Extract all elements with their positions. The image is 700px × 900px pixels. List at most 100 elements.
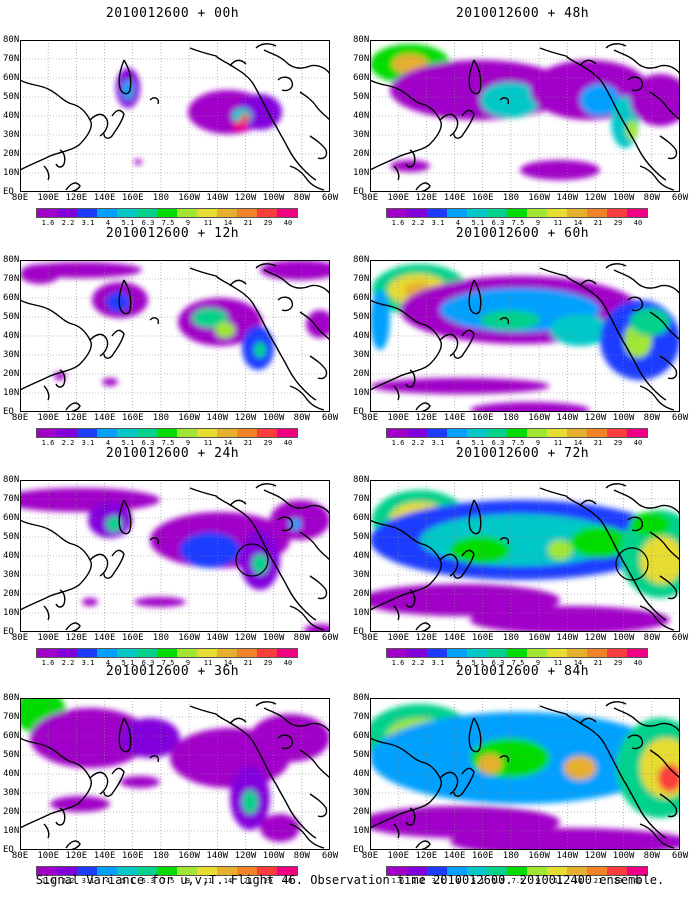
colorbar-tick: 2.2 xyxy=(411,439,425,447)
colorbar-swatch xyxy=(257,867,277,875)
lon-label: 80W xyxy=(293,413,310,423)
colorbar-swatch xyxy=(217,649,237,657)
lon-label: 60W xyxy=(321,851,339,861)
colorbar-swatch xyxy=(177,867,197,875)
lat-label: 40N xyxy=(353,111,370,121)
colorbar-swatch xyxy=(137,867,157,875)
lon-label: 80E xyxy=(361,413,379,423)
lon-label: 140W xyxy=(556,193,579,203)
variance-contour xyxy=(252,554,268,574)
colorbar-swatch xyxy=(427,867,447,875)
lat-lon-grid xyxy=(370,40,680,192)
lat-label: 10N xyxy=(3,388,20,398)
lat-label: EQ xyxy=(3,627,14,637)
lat-label: 60N xyxy=(3,731,20,741)
forecast-panel: 2010012600 + 36h 80N 70N 60N 50N 40N 30N 20N 10N… xyxy=(0,658,345,885)
variance-contour xyxy=(102,378,118,386)
lat-label: 40N xyxy=(3,111,20,121)
variance-contour xyxy=(241,114,249,122)
lon-label: 160E xyxy=(121,851,144,861)
colorbar-swatch xyxy=(567,209,587,217)
lon-label: 180 xyxy=(502,193,520,203)
colorbar-tick: 9 xyxy=(535,659,541,667)
colorbar-tick: 9 xyxy=(535,219,541,227)
colorbar-tick: 1.6 xyxy=(41,439,55,447)
lon-label: 100W xyxy=(262,851,285,861)
lon-label: 100W xyxy=(262,413,285,423)
lat-label: 80N xyxy=(3,693,20,703)
lat-label: 10N xyxy=(3,608,20,618)
lon-label: 120E xyxy=(65,193,88,203)
colorbar-swatch xyxy=(197,429,217,437)
lat-label: 10N xyxy=(353,388,370,398)
lat-label: 70N xyxy=(353,274,370,284)
lon-label: 80E xyxy=(11,851,29,861)
colorbar-swatch xyxy=(387,867,407,875)
colorbar-tick: 1.6 xyxy=(41,219,55,227)
colorbar-swatch xyxy=(257,209,277,217)
colorbar xyxy=(386,866,648,876)
target-circle xyxy=(615,547,649,581)
lon-label: 180 xyxy=(152,633,170,643)
colorbar-tick: 2.2 xyxy=(61,877,75,885)
lon-label: 160W xyxy=(528,633,550,643)
colorbar-tick: 7.5 xyxy=(161,877,175,885)
colorbar-tick: 6.3 xyxy=(491,877,505,885)
colorbar-tick: 1.6 xyxy=(41,877,55,885)
colorbar-tick: 7.5 xyxy=(161,659,175,667)
colorbar-swatch xyxy=(507,429,527,437)
panel-title: 2010012600 + 36h xyxy=(105,664,240,679)
colorbar-swatch xyxy=(487,209,507,217)
colorbar-swatch xyxy=(217,429,237,437)
lon-label: 120E xyxy=(65,413,88,423)
colorbar-swatch xyxy=(157,209,177,217)
lat-lon-grid xyxy=(370,260,680,412)
variance-contour xyxy=(134,159,142,165)
colorbar-swatch xyxy=(627,429,647,437)
lat-label: 10N xyxy=(353,826,370,836)
lat-label: 30N xyxy=(3,570,20,580)
colorbar-swatch xyxy=(277,209,297,217)
colorbar-swatch xyxy=(527,429,547,437)
variance-contour xyxy=(630,308,670,336)
colorbar-tick: 9 xyxy=(185,219,191,227)
colorbar-tick: 7.5 xyxy=(511,877,525,885)
colorbar-swatch xyxy=(177,429,197,437)
variance-contour xyxy=(20,488,160,512)
variance-contour xyxy=(658,764,680,792)
colorbar-tick: 5.1 xyxy=(471,219,485,227)
variance-contour xyxy=(306,310,330,338)
lon-label: 160E xyxy=(471,851,494,861)
colorbar-swatch xyxy=(57,209,77,217)
colorbar-swatch xyxy=(277,867,297,875)
lon-label: 180 xyxy=(152,413,170,423)
lat-label: 50N xyxy=(3,92,20,102)
lat-label: 40N xyxy=(353,331,370,341)
colorbar-tick: 1.6 xyxy=(391,219,405,227)
lon-label: 100E xyxy=(387,851,410,861)
colorbar-tick: 11 xyxy=(553,659,563,667)
colorbar-swatch xyxy=(547,649,567,657)
colorbar-swatch xyxy=(157,429,177,437)
colorbar-swatch xyxy=(427,649,447,657)
lon-label: 80E xyxy=(361,193,379,203)
lon-label: 100W xyxy=(262,193,285,203)
target-circle xyxy=(235,543,269,577)
lon-label: 80W xyxy=(293,851,310,861)
lon-label: 120W xyxy=(584,413,607,423)
lon-label: 100W xyxy=(612,413,635,423)
lat-label: 70N xyxy=(353,494,370,504)
colorbar-tick: 40 xyxy=(283,219,293,227)
colorbar-swatch xyxy=(507,209,527,217)
lon-label: 140E xyxy=(93,633,116,643)
lon-label: 120W xyxy=(584,851,607,861)
lon-label: 100E xyxy=(37,851,60,861)
colorbar-swatch xyxy=(487,649,507,657)
colorbar-tick: 21 xyxy=(593,219,603,227)
colorbar-swatch xyxy=(77,429,97,437)
lon-label: 160E xyxy=(471,413,494,423)
lat-label: 30N xyxy=(353,130,370,140)
coastlines xyxy=(20,701,330,850)
colorbar-tick: 7.5 xyxy=(511,659,525,667)
lon-label: 120E xyxy=(415,193,438,203)
